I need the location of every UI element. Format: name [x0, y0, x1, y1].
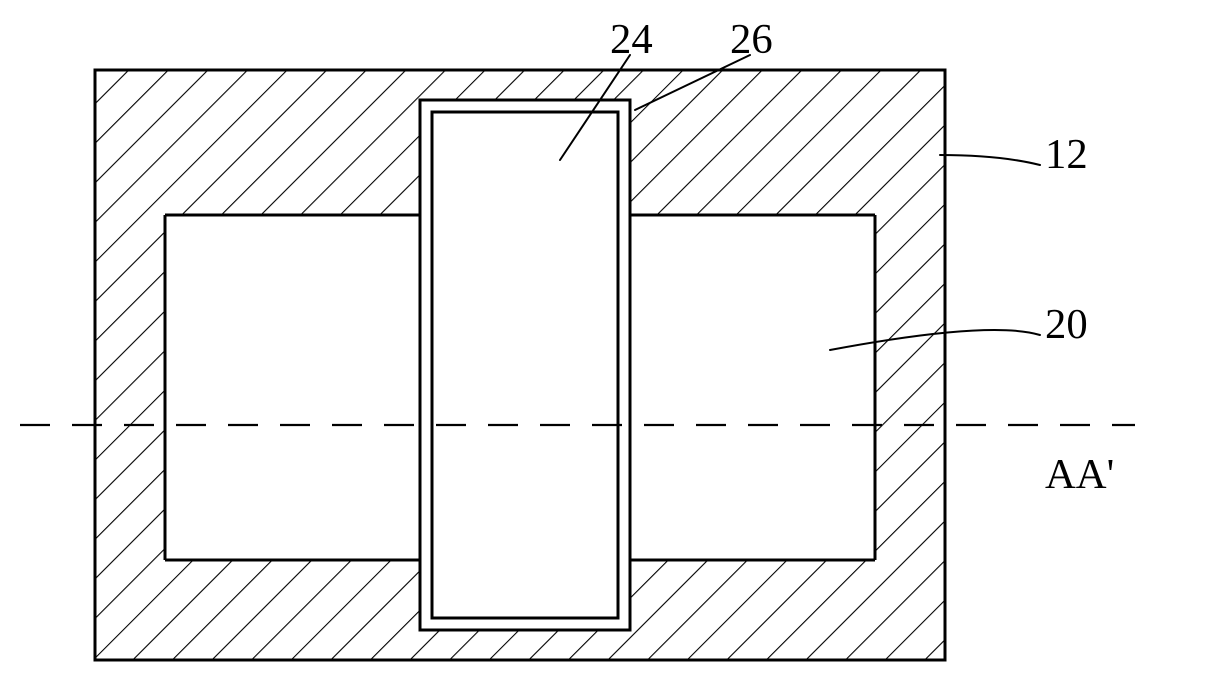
label-24-text: 24 — [610, 16, 653, 63]
label-aa-text: AA' — [1045, 451, 1114, 498]
diagram-canvas: 24 26 12 20 AA' — [0, 0, 1212, 683]
label-12-text: 12 — [1045, 131, 1088, 178]
label-24: 24 — [610, 15, 653, 64]
label-26-text: 26 — [730, 16, 773, 63]
label-aa: AA' — [1045, 450, 1114, 499]
label-12: 12 — [1045, 130, 1088, 179]
label-20-text: 20 — [1045, 301, 1088, 348]
label-20: 20 — [1045, 300, 1088, 349]
diagram-svg — [0, 0, 1212, 683]
label-26: 26 — [730, 15, 773, 64]
